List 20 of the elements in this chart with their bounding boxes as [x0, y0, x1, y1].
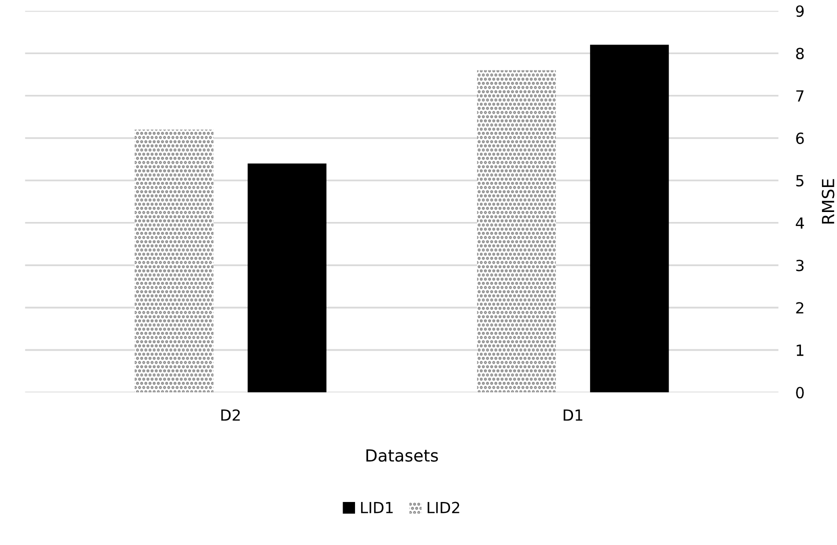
y2-tick-label: 9: [796, 5, 804, 17]
x-tick-label: D1: [564, 410, 582, 421]
bar: [134, 130, 214, 392]
y2-tick-label: 7: [796, 90, 804, 102]
bar: [477, 70, 556, 392]
y2-tick-label: 5: [796, 175, 804, 186]
y2-tick-label: 1: [796, 344, 804, 356]
y2-tick-label: 6: [796, 132, 804, 144]
bar: [590, 44, 669, 392]
x-axis-title: Datasets: [366, 449, 438, 462]
x-tick-label: D2: [221, 409, 240, 421]
y2-tick-label: 4: [796, 218, 804, 229]
bar: [248, 164, 326, 392]
y2-tick-label: 0: [796, 386, 804, 398]
legend-label: LID2: [428, 502, 460, 514]
legend-label: LID1: [361, 502, 393, 514]
y2-axis-title: RMSE: [822, 179, 834, 224]
y2-tick-label: 8: [796, 48, 804, 60]
y2-tick-label: 3: [796, 260, 804, 272]
y2-tick-label: 2: [796, 302, 804, 314]
